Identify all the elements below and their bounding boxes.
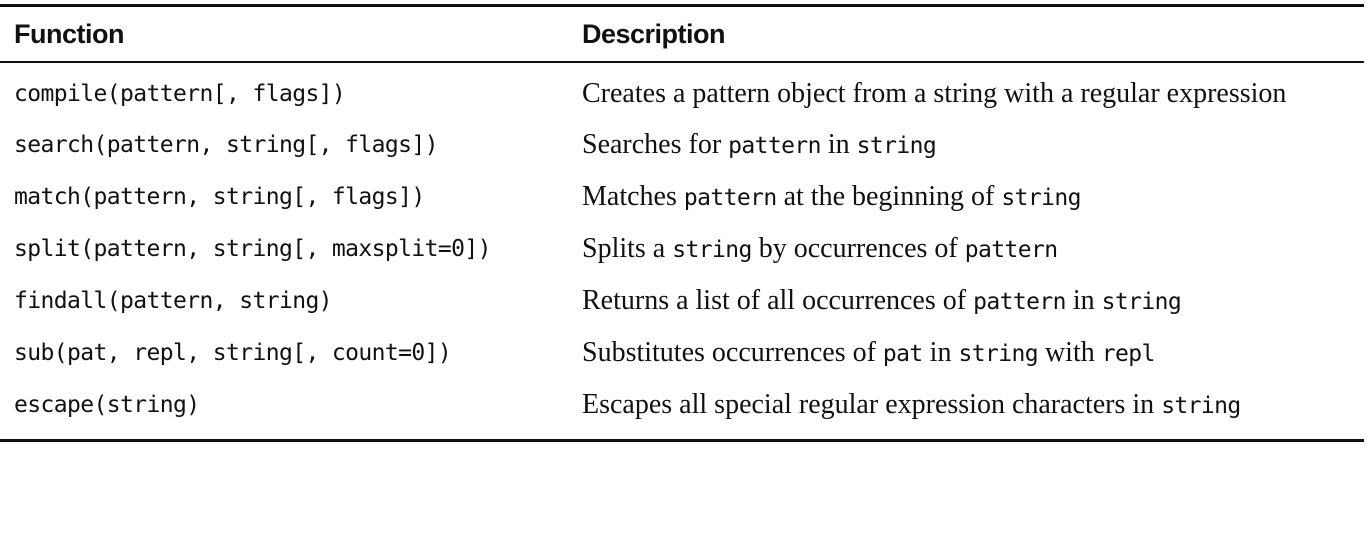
description-text: Escapes all special regular expression c… — [582, 389, 1162, 420]
description-code: string — [958, 341, 1038, 367]
function-description: Matches pattern at the beginning of stri… — [582, 180, 1364, 215]
function-description: Returns a list of all occurrences of pat… — [582, 284, 1364, 319]
function-signature: search(pattern, string[, flags]) — [14, 132, 439, 158]
description-code: string — [1001, 185, 1081, 211]
description-code: repl — [1101, 341, 1156, 367]
description-text: Returns a list of all occurrences of — [582, 285, 974, 316]
table-top-rule — [0, 4, 1364, 7]
description-text: in — [820, 129, 857, 160]
description-code: pattern — [973, 289, 1066, 315]
description-code: string — [1161, 393, 1241, 419]
function-table: Function Description compile(pattern[, f… — [0, 4, 1364, 442]
description-code: pattern — [683, 185, 777, 211]
function-description: Substitutes occurrences of pat in string… — [582, 336, 1364, 371]
description-code: string — [856, 133, 937, 159]
description-text: at the beginning of — [776, 181, 1002, 212]
table-row: compile(pattern[, flags]) Creates a patte… — [0, 77, 1364, 111]
table-row: findall(pattern, string) Returns a list o… — [0, 284, 1364, 319]
function-description: Escapes all special regular expression c… — [582, 388, 1364, 423]
header-description: Description — [582, 18, 726, 49]
description-code: pattern — [728, 133, 821, 159]
table-bottom-rule — [0, 439, 1364, 442]
description-code: pattern — [964, 237, 1058, 263]
description-code: string — [1101, 289, 1182, 315]
description-text: in — [1065, 285, 1102, 316]
function-description: Searches for pattern in string — [582, 128, 1364, 163]
table-header-rule — [0, 61, 1364, 63]
description-text: Splits a — [582, 233, 673, 264]
header-function: Function — [14, 18, 124, 49]
function-signature: sub(pat, repl, string[, count=0]) — [14, 340, 452, 366]
table-row: escape(string) Escapes all special regula… — [0, 388, 1364, 423]
table-row: sub(pat, repl, string[, count=0]) Substit… — [0, 336, 1364, 371]
description-text: in — [922, 337, 959, 368]
function-signature: compile(pattern[, flags]) — [14, 81, 346, 107]
table-row: split(pattern, string[, maxsplit=0]) Spli… — [0, 232, 1364, 267]
description-text: Searches for — [582, 129, 729, 160]
description-text: Creates a pattern object from a string w… — [582, 78, 1287, 109]
description-text: by occurrences of — [751, 233, 965, 264]
function-signature: match(pattern, string[, flags]) — [14, 184, 425, 210]
function-signature: findall(pattern, string) — [14, 288, 333, 314]
description-code: string — [672, 237, 752, 263]
function-signature: escape(string) — [14, 392, 200, 418]
table-row: search(pattern, string[, flags]) Searches… — [0, 128, 1364, 163]
function-description: Creates a pattern object from a string w… — [582, 77, 1364, 111]
function-description: Splits a string by occurrences of patter… — [582, 232, 1364, 267]
table-header-row: Function Description — [0, 7, 1364, 61]
table-row: match(pattern, string[, flags]) Matches p… — [0, 180, 1364, 215]
description-text: with — [1037, 337, 1102, 368]
function-signature: split(pattern, string[, maxsplit=0]) — [14, 236, 492, 262]
description-text: Substitutes occurrences of — [582, 337, 883, 368]
table-body: compile(pattern[, flags]) Creates a patte… — [0, 63, 1364, 423]
description-code: pat — [882, 341, 923, 367]
description-text: Matches — [582, 181, 684, 212]
